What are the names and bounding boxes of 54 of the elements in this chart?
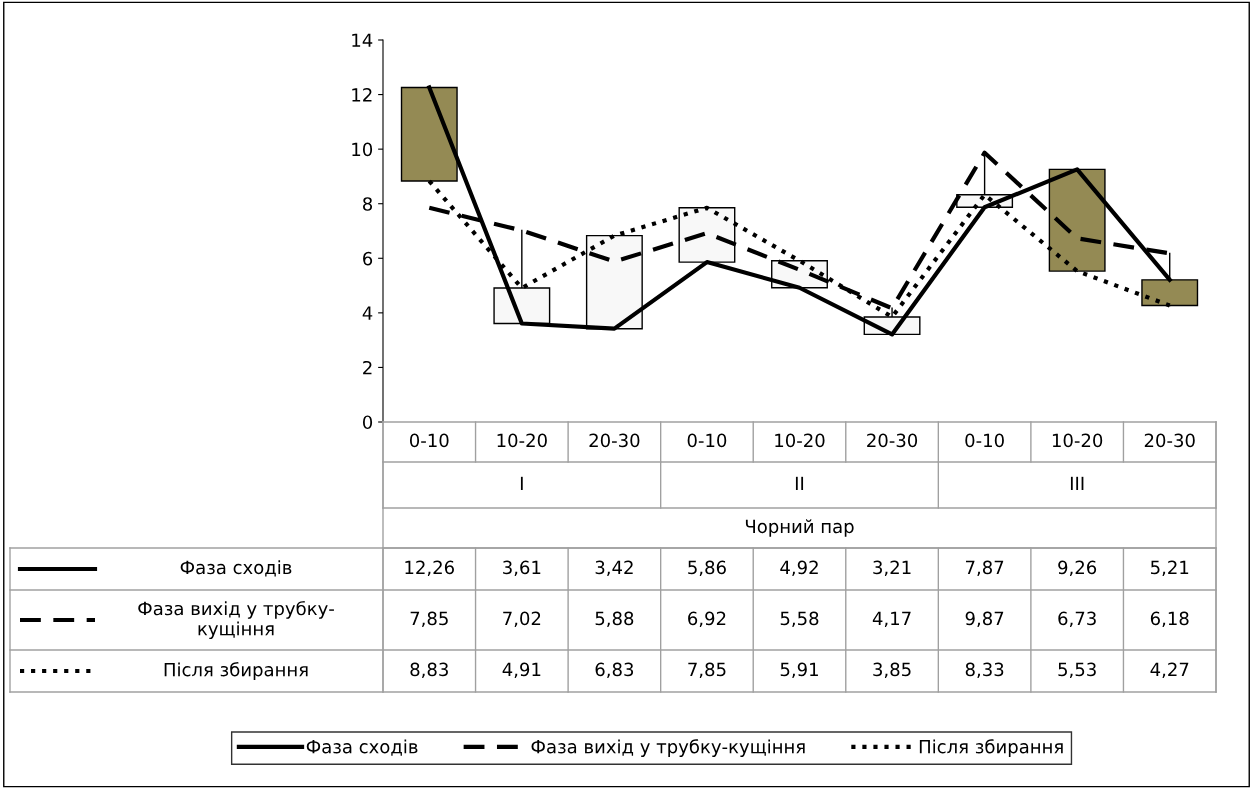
legend-label: Після збирання — [919, 739, 1063, 757]
data-label: 9,26 — [1058, 560, 1097, 577]
y-tick-label: 10 — [352, 142, 373, 157]
y-tick-label: 2 — [363, 360, 372, 375]
text: Чорний пар — [745, 519, 854, 537]
text: II — [795, 476, 804, 490]
data-label: 7,85 — [688, 662, 726, 679]
data-label: 8,83 — [410, 662, 448, 679]
text: I — [520, 476, 523, 490]
x-tick-label: 10-20 — [1052, 433, 1103, 448]
data-label: 8,33 — [965, 662, 1004, 679]
y-tick-label: 12 — [352, 88, 372, 102]
data-label: 5,53 — [1058, 662, 1096, 679]
text: Після збирання — [164, 662, 308, 680]
data-label: 6,73 — [1058, 611, 1096, 628]
data-label: 5,86 — [688, 560, 726, 577]
data-label: 5,21 — [1151, 560, 1189, 577]
legend-label: Фаза сходів — [306, 739, 418, 756]
data-label: 12,26 — [405, 560, 454, 577]
data-label: 6,83 — [595, 662, 634, 679]
data-label: 5,58 — [780, 611, 819, 628]
text: Фаза сходів — [180, 560, 292, 577]
data-label: 7,85 — [410, 611, 448, 628]
data-label: 6,92 — [688, 611, 726, 628]
x-tick-label: 10-20 — [497, 433, 547, 448]
y-tick-label: 8 — [363, 197, 373, 211]
data-label: 3,42 — [595, 560, 633, 577]
x-tick-label: 20-30 — [867, 433, 918, 448]
data-label: 7,02 — [503, 611, 541, 628]
data-label: 4,92 — [780, 560, 818, 577]
data-label: 4,91 — [502, 662, 541, 679]
y-tick-label: 14 — [352, 33, 373, 47]
data-label: 4,27 — [1150, 662, 1189, 679]
y-tick-label: 4 — [362, 306, 373, 320]
data-label: 7,87 — [965, 560, 1004, 577]
text: III — [1070, 476, 1084, 490]
y-tick-label: 0 — [362, 415, 373, 430]
x-tick-label: 0-10 — [687, 433, 727, 448]
y-tick-label: 6 — [363, 251, 373, 266]
data-label: 3,21 — [873, 560, 911, 577]
x-tick-label: 0-10 — [965, 433, 1004, 448]
x-tick-label: 10-20 — [775, 433, 825, 448]
text: Фаза вихід у трубку-кущіння — [531, 739, 805, 757]
legend-label: Фаза вихід у трубку-кущіння — [138, 601, 334, 639]
data-label: 5,88 — [595, 611, 634, 628]
x-tick-label: 20-30 — [589, 433, 640, 448]
data-label: 3,61 — [503, 560, 541, 577]
x-tick-label: 0-10 — [409, 433, 449, 448]
data-label: 9,87 — [965, 611, 1004, 628]
data-label: 6,18 — [1150, 611, 1189, 628]
data-label: 4,17 — [872, 611, 911, 628]
data-label: 3,85 — [873, 662, 911, 679]
x-tick-label: 20-30 — [1144, 433, 1195, 448]
data-label: 5,91 — [780, 662, 818, 679]
